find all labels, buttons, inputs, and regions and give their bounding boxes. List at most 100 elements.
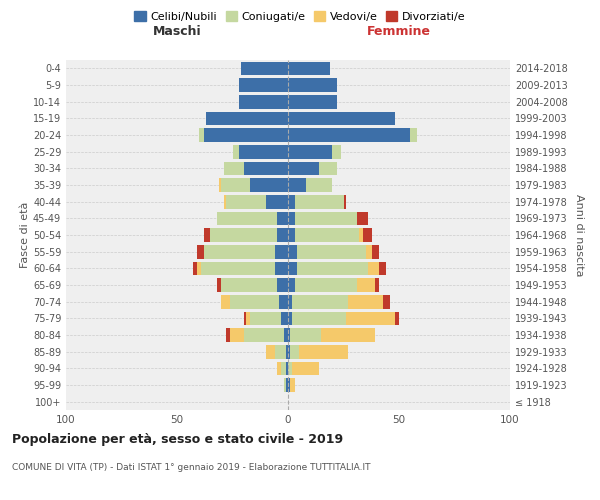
Bar (281, 312, 288, 325)
Bar (244, 162, 288, 175)
Bar (246, 312, 250, 325)
Bar (203, 128, 288, 142)
Bar (241, 62, 288, 75)
Bar (224, 195, 226, 208)
Bar (357, 212, 368, 225)
Bar (290, 378, 295, 392)
Bar (295, 278, 357, 292)
Bar (288, 145, 332, 158)
Bar (221, 278, 277, 292)
Bar (295, 212, 357, 225)
Bar (266, 195, 288, 208)
Bar (279, 295, 288, 308)
Bar (239, 78, 288, 92)
Bar (286, 378, 288, 392)
Bar (288, 112, 395, 125)
Bar (193, 262, 197, 275)
Bar (197, 245, 203, 258)
Bar (357, 278, 374, 292)
Bar (288, 345, 290, 358)
Bar (288, 278, 295, 292)
Bar (288, 228, 295, 242)
Bar (206, 112, 288, 125)
Bar (230, 328, 244, 342)
Bar (219, 178, 221, 192)
Bar (288, 262, 297, 275)
Bar (288, 312, 292, 325)
Bar (374, 278, 379, 292)
Bar (217, 212, 277, 225)
Bar (364, 228, 373, 242)
Bar (288, 378, 290, 392)
Bar (288, 328, 290, 342)
Bar (197, 262, 202, 275)
Bar (319, 162, 337, 175)
Bar (286, 345, 288, 358)
Bar (202, 262, 275, 275)
Bar (277, 212, 288, 225)
Bar (290, 328, 322, 342)
Bar (379, 262, 386, 275)
Bar (322, 328, 374, 342)
Bar (275, 262, 288, 275)
Bar (266, 345, 275, 358)
Bar (410, 128, 417, 142)
Bar (395, 312, 399, 325)
Bar (277, 362, 281, 375)
Bar (288, 362, 292, 375)
Bar (199, 128, 203, 142)
Bar (244, 328, 284, 342)
Bar (284, 378, 286, 392)
Bar (346, 312, 395, 325)
Bar (288, 178, 306, 192)
Bar (281, 362, 286, 375)
Bar (275, 345, 286, 358)
Bar (226, 328, 230, 342)
Bar (366, 245, 373, 258)
Bar (359, 228, 364, 242)
Bar (286, 362, 288, 375)
Bar (383, 295, 390, 308)
Bar (373, 245, 379, 258)
Y-axis label: Anni di nascita: Anni di nascita (574, 194, 584, 276)
Bar (221, 295, 230, 308)
Bar (203, 228, 211, 242)
Bar (288, 212, 295, 225)
Bar (233, 145, 239, 158)
Text: Femmine: Femmine (367, 24, 431, 38)
Bar (210, 228, 277, 242)
Bar (244, 312, 246, 325)
Bar (250, 178, 288, 192)
Bar (306, 178, 332, 192)
Bar (288, 195, 295, 208)
Text: COMUNE DI VITA (TP) - Dati ISTAT 1° gennaio 2019 - Elaborazione TUTTITALIA.IT: COMUNE DI VITA (TP) - Dati ISTAT 1° genn… (12, 462, 371, 471)
Bar (288, 162, 319, 175)
Bar (275, 245, 288, 258)
Bar (299, 345, 348, 358)
Bar (368, 262, 379, 275)
Bar (288, 295, 292, 308)
Bar (224, 162, 244, 175)
Bar (221, 178, 250, 192)
Bar (292, 362, 319, 375)
Bar (239, 145, 288, 158)
Bar (288, 62, 330, 75)
Bar (288, 78, 337, 92)
Bar (288, 128, 410, 142)
Bar (295, 228, 359, 242)
Bar (230, 295, 279, 308)
Legend: Celibi/Nubili, Coniugati/e, Vedovi/e, Divorziati/e: Celibi/Nubili, Coniugati/e, Vedovi/e, Di… (131, 8, 469, 25)
Bar (284, 328, 288, 342)
Bar (288, 95, 337, 108)
Bar (250, 312, 281, 325)
Bar (217, 278, 221, 292)
Bar (297, 245, 366, 258)
Text: Maschi: Maschi (152, 24, 202, 38)
Text: Popolazione per età, sesso e stato civile - 2019: Popolazione per età, sesso e stato civil… (12, 432, 343, 446)
Bar (295, 195, 343, 208)
Bar (332, 145, 341, 158)
Bar (292, 312, 346, 325)
Bar (348, 295, 383, 308)
Bar (277, 278, 288, 292)
Bar (203, 245, 275, 258)
